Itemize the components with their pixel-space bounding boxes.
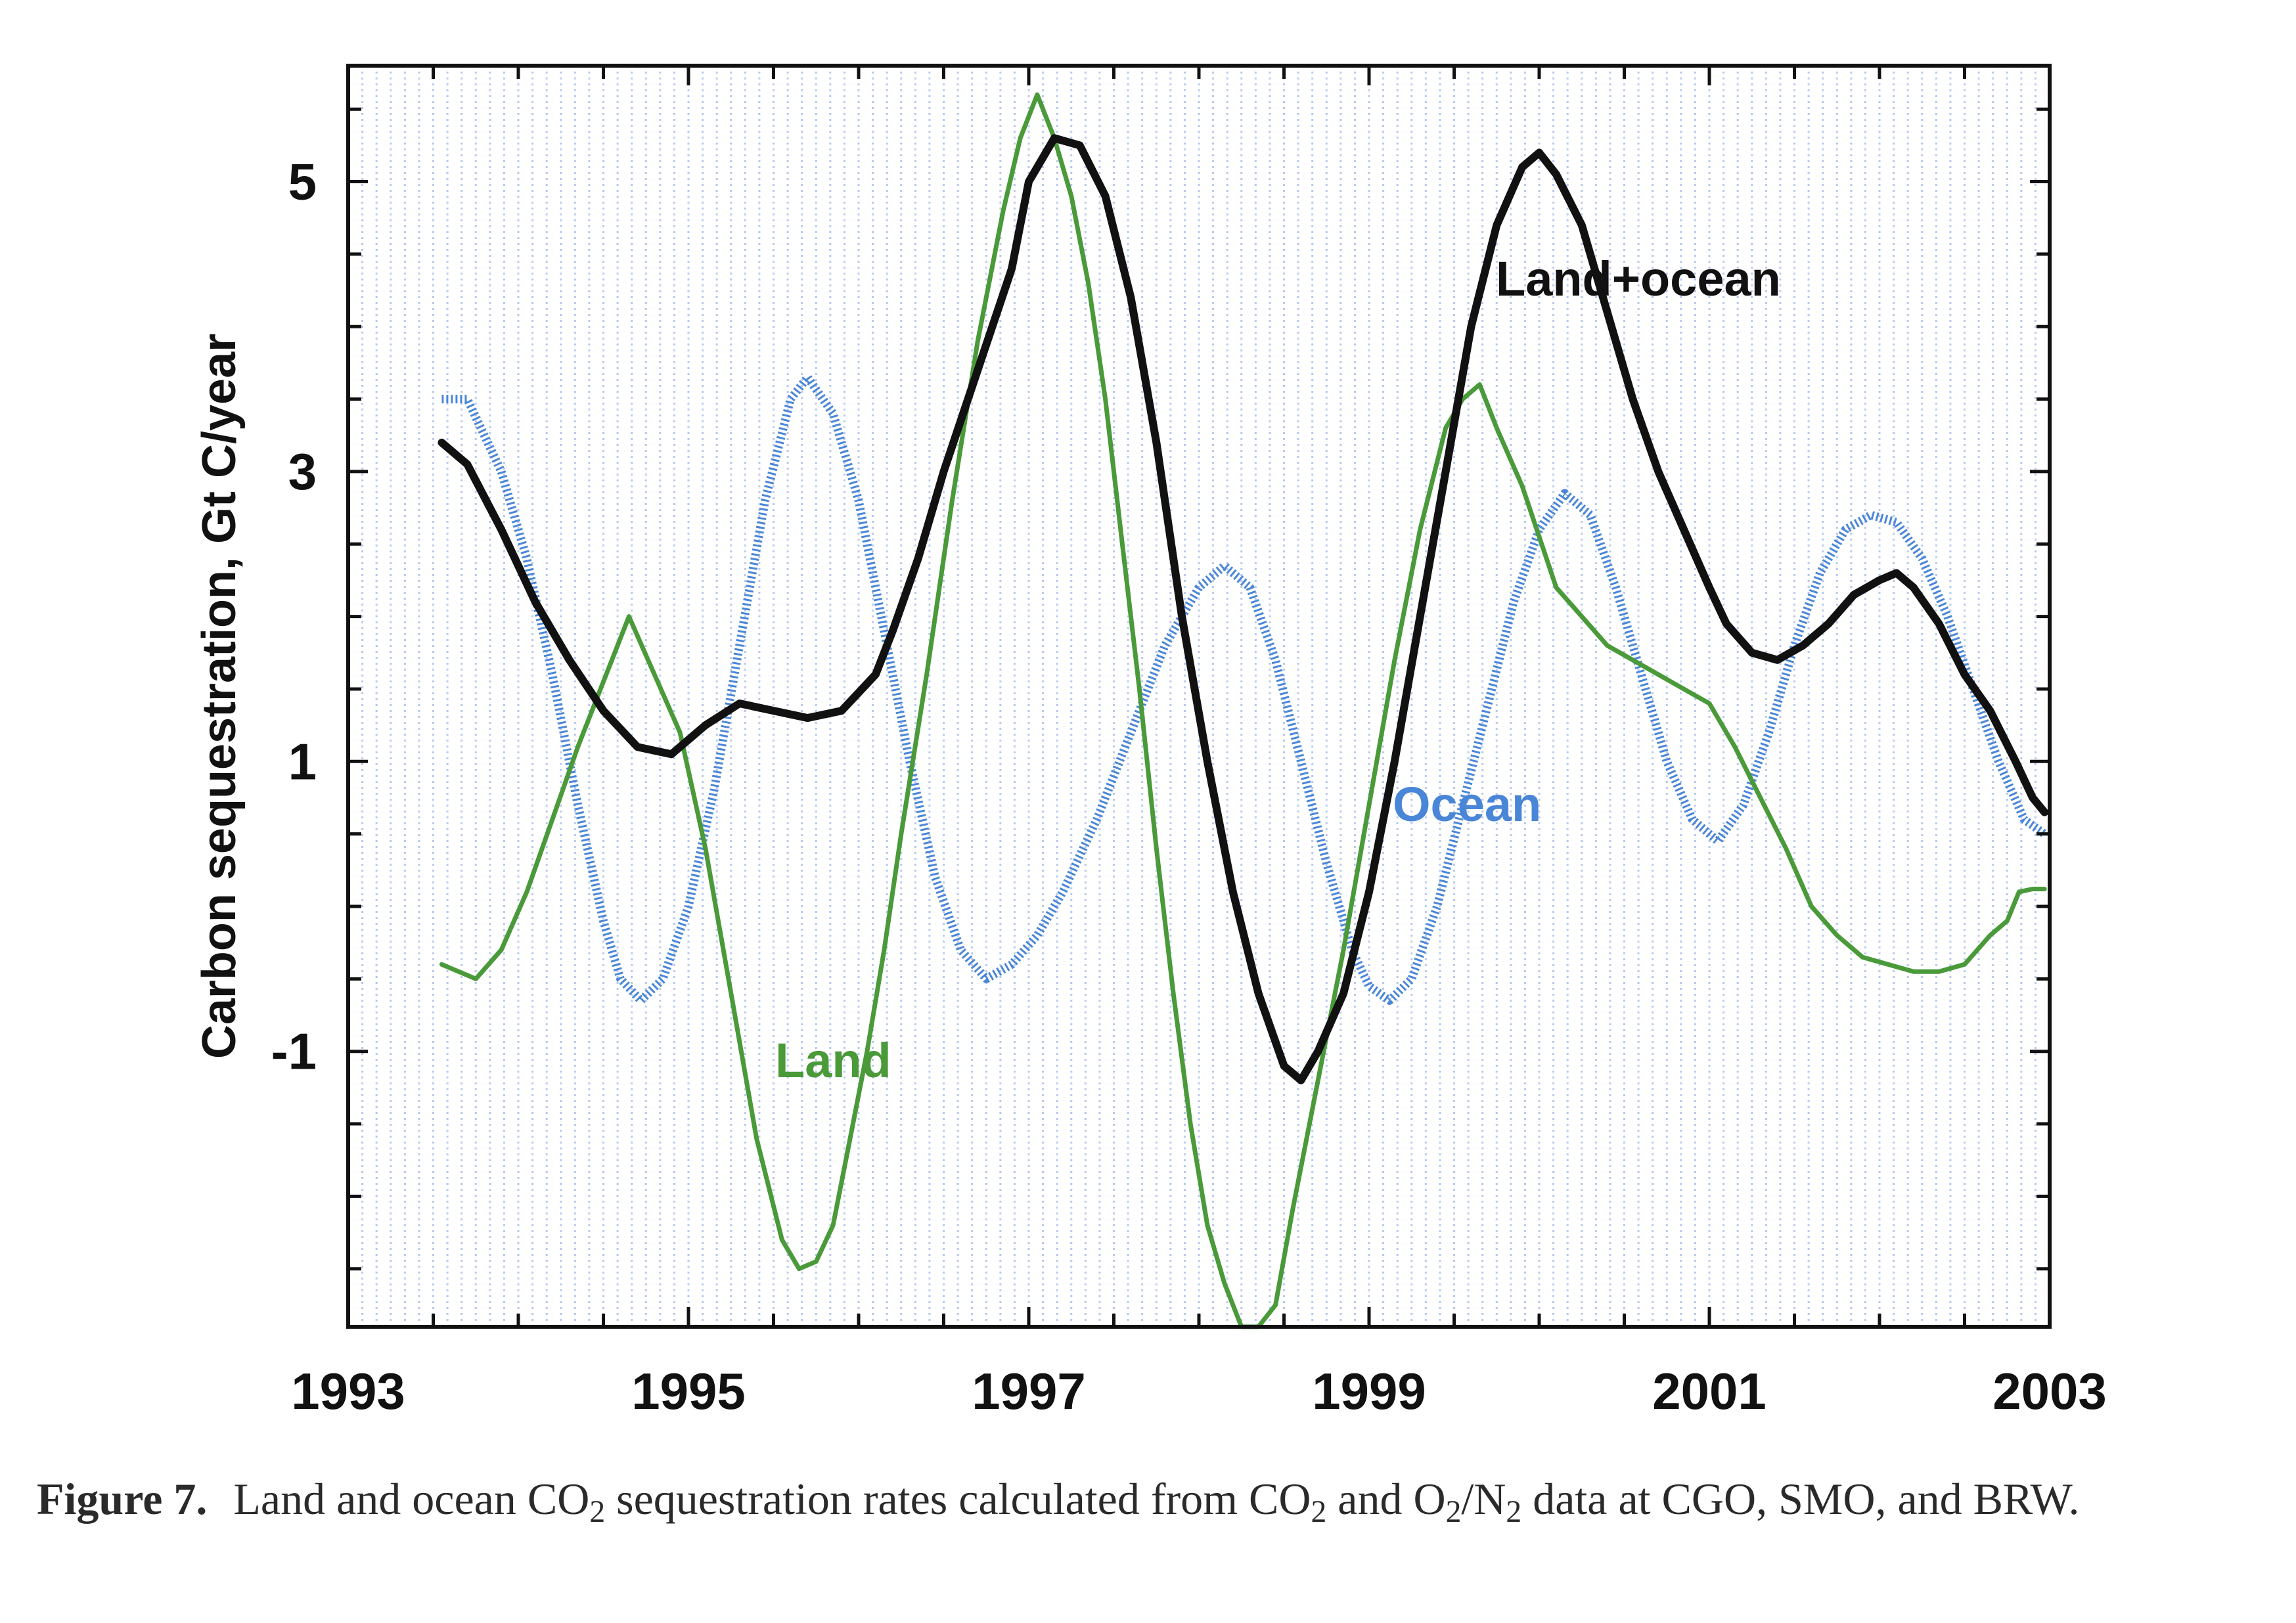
- x-tick-label: 1993: [291, 1362, 405, 1420]
- y-tick-label: -1: [271, 1023, 317, 1080]
- series-ocean-line: [441, 373, 2047, 1005]
- series-label-land: Land: [775, 1033, 891, 1088]
- series-lines: [438, 92, 2049, 1329]
- x-tick-label: 2003: [1992, 1362, 2107, 1420]
- x-tick-label: 1995: [631, 1362, 746, 1420]
- figure-caption: Figure 7. Land and ocean CO2 sequestratio…: [37, 1471, 2257, 1529]
- y-tick-label: 1: [288, 732, 317, 790]
- series-label-land-ocean: Land+ocean: [1496, 252, 1781, 306]
- y-axis-title: Carbon sequestration, Gt C/year: [193, 334, 246, 1059]
- caption-sub-1: 2: [589, 1494, 606, 1529]
- caption-text-2: sequestration rates calculated from CO: [605, 1474, 1311, 1524]
- figure-number: Figure 7.: [37, 1474, 208, 1524]
- y-tick-label: 5: [288, 153, 317, 211]
- caption-text-5: data at CGO, SMO, and BRW.: [1521, 1474, 2080, 1524]
- x-tick-label: 1999: [1312, 1362, 1426, 1420]
- caption-text-1: Land and ocean CO: [233, 1474, 590, 1524]
- series-labels: Land+ocean Land Ocean: [775, 252, 1781, 1088]
- caption-sub-2: 2: [1311, 1494, 1327, 1529]
- caption-text-3: and O: [1326, 1474, 1446, 1524]
- caption-text-4: /N: [1461, 1474, 1506, 1524]
- x-axis-tick-labels: 1993 1995 1997 1999 2001 2003: [291, 1362, 2107, 1420]
- caption-sub-4: 2: [1506, 1494, 1522, 1529]
- y-tick-label: 3: [288, 443, 317, 500]
- series-label-ocean: Ocean: [1393, 777, 1541, 832]
- axis-ticks: [346, 66, 2052, 1327]
- caption-sub-3: 2: [1445, 1494, 1462, 1529]
- series-land-line: [439, 92, 2047, 1329]
- series-land-ocean-line: [438, 134, 2049, 1084]
- carbon-sequestration-chart: 1993 1995 1997 1999 2001 2003 -1 1 3 5 Carbon se…: [193, 64, 2107, 1420]
- y-axis-tick-labels: -1 1 3 5: [271, 153, 317, 1080]
- x-tick-label: 2001: [1652, 1362, 1767, 1420]
- x-tick-label: 1997: [972, 1362, 1086, 1420]
